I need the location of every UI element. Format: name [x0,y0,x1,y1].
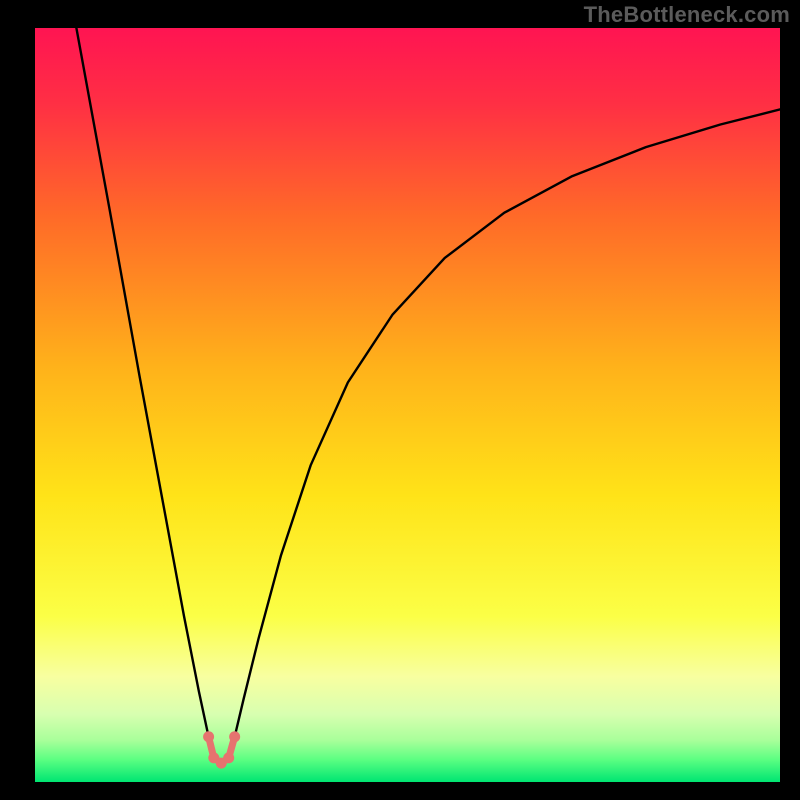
bottleneck-chart [35,28,780,782]
optimal-range-point [223,752,234,763]
watermark-text: TheBottleneck.com [584,2,790,28]
optimal-range-point [203,731,214,742]
optimal-range-point [229,731,240,742]
chart-container: TheBottleneck.com [0,0,800,800]
